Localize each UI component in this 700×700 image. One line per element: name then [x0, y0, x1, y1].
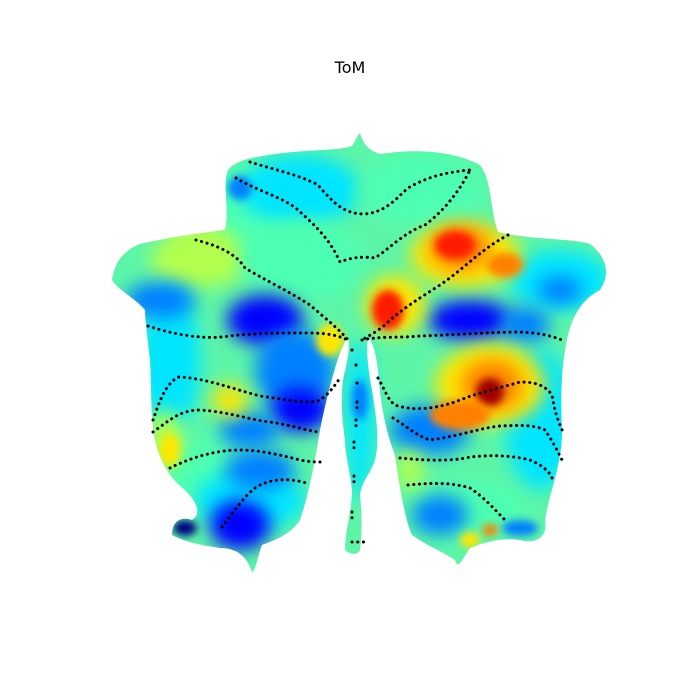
lobule-boundary-line — [398, 454, 554, 480]
lobule-boundary-line — [234, 168, 472, 264]
activation-blob — [212, 384, 248, 416]
lobule-boundary-line — [248, 160, 472, 216]
lobule-boundary-line — [151, 408, 320, 434]
activation-blob — [538, 276, 582, 304]
lobule-boundary-line — [360, 330, 564, 342]
lobule-boundary-line — [391, 416, 565, 464]
activation-blob — [360, 155, 480, 225]
activation-blob — [160, 434, 180, 466]
activation-blob — [125, 282, 195, 318]
lobule-boundary-line — [146, 324, 350, 342]
lobule-boundary-line — [350, 348, 368, 544]
activation-blob — [240, 220, 360, 300]
activation-blob — [435, 231, 475, 259]
activation-blob — [316, 324, 344, 356]
activation-blob — [502, 520, 538, 536]
activation-blob — [428, 300, 512, 340]
activation-blob — [412, 495, 468, 535]
activation-blob — [140, 290, 200, 430]
activation-blob — [460, 532, 480, 548]
activation-blob — [352, 380, 368, 420]
figure-title: ToM — [334, 58, 366, 77]
activation-blob — [482, 524, 498, 536]
activation-blob — [173, 520, 197, 536]
activation-blob — [372, 290, 404, 330]
activation-map — [125, 155, 606, 550]
activation-blob — [240, 155, 360, 225]
lobule-boundary-line — [376, 376, 565, 434]
lobule-boundary-line — [151, 375, 342, 422]
activation-blob — [255, 330, 335, 410]
activation-blob — [170, 226, 230, 254]
activation-blob — [500, 307, 550, 343]
lobule-boundary-line — [194, 238, 350, 342]
activation-blob — [430, 400, 490, 430]
lobule-boundary-line — [406, 481, 507, 522]
activation-blob — [476, 378, 504, 406]
lobule-boundary-line — [220, 478, 308, 529]
lobule-boundary-line — [360, 233, 510, 342]
activation-blob — [487, 253, 523, 277]
lobule-boundaries — [146, 160, 565, 544]
activation-blob — [210, 500, 270, 550]
lobule-boundary-line — [168, 448, 322, 470]
activation-blob — [228, 176, 252, 200]
